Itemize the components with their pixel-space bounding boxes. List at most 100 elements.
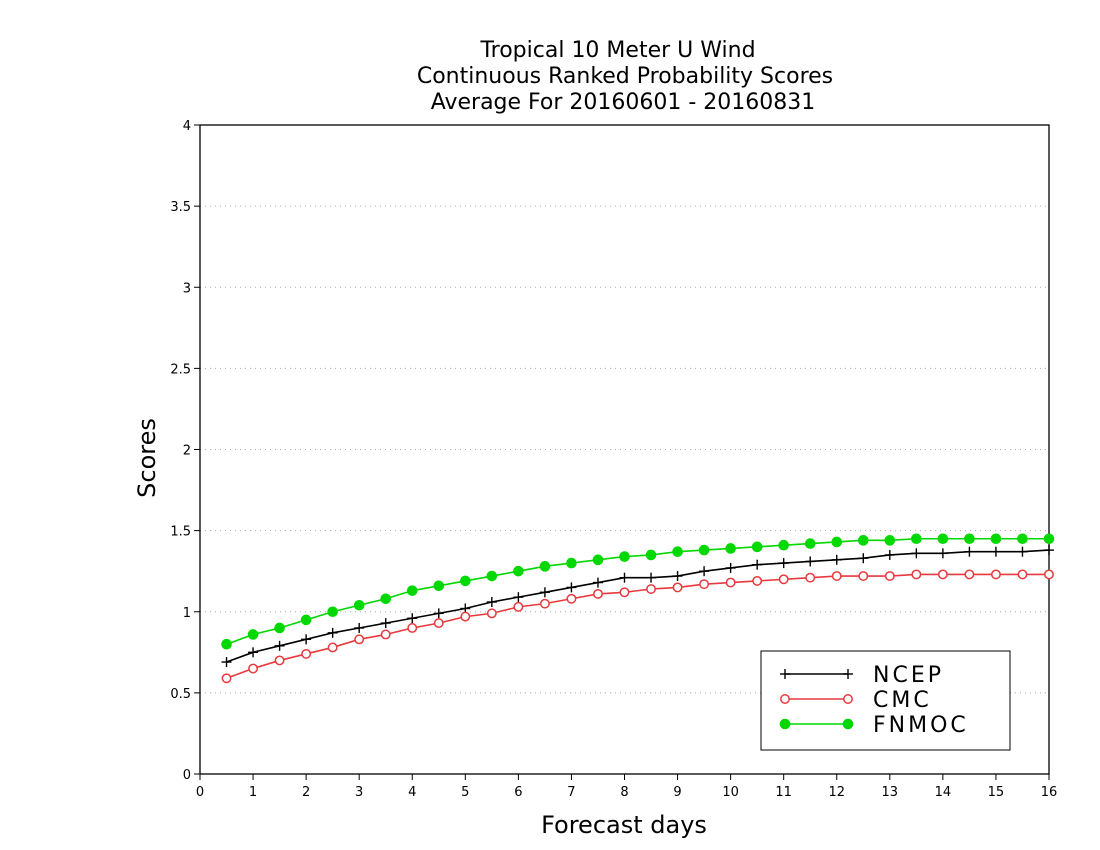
data-point-fnmoc [247,629,259,640]
title-line-1: Tropical 10 Meter U Wind [479,38,755,63]
data-point-fnmoc [911,533,922,545]
x-tick-label: 11 [775,785,792,800]
data-point-ncep [513,592,524,603]
data-point-fnmoc [327,606,338,618]
data-point-fnmoc [990,533,1002,545]
legend-marker [779,718,791,730]
x-tick-label: 7 [567,785,575,800]
data-point-fnmoc [937,533,949,545]
x-tick-label: 1 [249,785,257,800]
data-point-fnmoc [274,622,285,634]
data-point-fnmoc [964,533,975,545]
data-point-fnmoc [539,561,551,572]
legend-marker [843,669,853,679]
legend-marker [780,694,790,704]
x-tick-label: 6 [514,785,522,800]
data-point-cmc [274,655,285,666]
data-point-fnmoc [353,599,365,611]
data-point-fnmoc [513,565,524,577]
series-cmc [221,569,1054,684]
y-tick-label: 2.5 [170,362,191,377]
data-point-cmc [380,629,391,640]
legend-item-cmc: CMC [780,688,932,713]
data-point-ncep [221,657,232,668]
gridlines [200,205,1049,694]
data-point-fnmoc [619,551,630,562]
data-point-ncep [566,582,577,593]
data-point-ncep [1017,546,1028,557]
data-point-cmc [539,598,550,609]
y-tick-label: 1.5 [170,525,191,540]
data-point-fnmoc [486,570,498,582]
y-tick-label: 0 [183,768,191,783]
data-point-cmc [354,634,365,645]
data-point-fnmoc [460,575,471,587]
data-point-ncep [805,556,816,567]
x-tick-label: 13 [882,785,899,800]
data-point-ncep [990,546,1001,557]
y-axis-label: Scores [133,418,161,498]
legend-marker [780,669,790,679]
data-point-cmc [964,569,975,580]
data-point-cmc [858,571,869,582]
data-point-ncep [937,548,948,559]
x-tick-label: 10 [722,785,739,800]
data-point-cmc [699,579,710,590]
data-point-cmc [433,618,444,629]
data-point-cmc [884,571,895,582]
data-point-fnmoc [698,544,710,556]
data-point-ncep [699,566,710,577]
legend-box [760,650,1011,751]
data-point-ncep [646,572,657,583]
x-tick-label: 15 [988,785,1005,800]
x-tick-label: 0 [196,785,204,800]
data-point-cmc [805,572,816,583]
data-point-cmc [486,608,497,619]
data-point-fnmoc [433,580,445,592]
data-point-ncep [831,554,842,565]
legend-marker [842,718,854,730]
x-tick-label: 4 [408,785,416,800]
series-ncep [221,545,1054,668]
data-point-fnmoc [566,557,577,569]
data-point-ncep [433,608,444,619]
data-point-ncep [725,562,736,573]
data-point-ncep [619,572,630,583]
y-tick-label: 2 [183,444,191,459]
data-point-cmc [831,571,842,582]
data-point-ncep [486,597,497,608]
data-point-cmc [778,574,789,585]
data-point-ncep [539,587,550,598]
data-point-fnmoc [645,549,657,561]
y-tick-label: 0.5 [170,687,191,702]
data-point-fnmoc [857,535,869,546]
series-line-fnmoc [226,537,1049,645]
x-tick-label: 8 [620,785,628,800]
legend-label: CMC [873,688,932,713]
y-tick-label: 1 [183,606,191,621]
data-point-cmc [460,611,471,622]
data-point-cmc [248,663,259,674]
data-point-cmc [937,569,948,580]
data-point-ncep [327,627,338,638]
data-point-ncep [248,647,259,658]
data-point-fnmoc [751,541,763,553]
series-group [221,533,1055,684]
data-point-fnmoc [221,638,232,650]
data-point-cmc [566,593,577,604]
data-point-cmc [1017,569,1028,580]
data-point-cmc [327,642,338,653]
data-point-ncep [380,618,391,629]
title-line-2: Continuous Ranked Probability Scores [417,64,833,89]
data-point-cmc [513,601,524,612]
data-point-cmc [619,587,630,598]
x-tick-label: 3 [355,785,363,800]
y-tick-label: 4 [183,119,191,134]
series-fnmoc [221,533,1055,650]
data-point-ncep [1044,545,1054,556]
chart-title: Tropical 10 Meter U Wind Continuous Rank… [417,38,833,115]
data-point-ncep [858,553,869,564]
data-point-cmc [221,673,232,684]
data-point-ncep [911,548,922,559]
